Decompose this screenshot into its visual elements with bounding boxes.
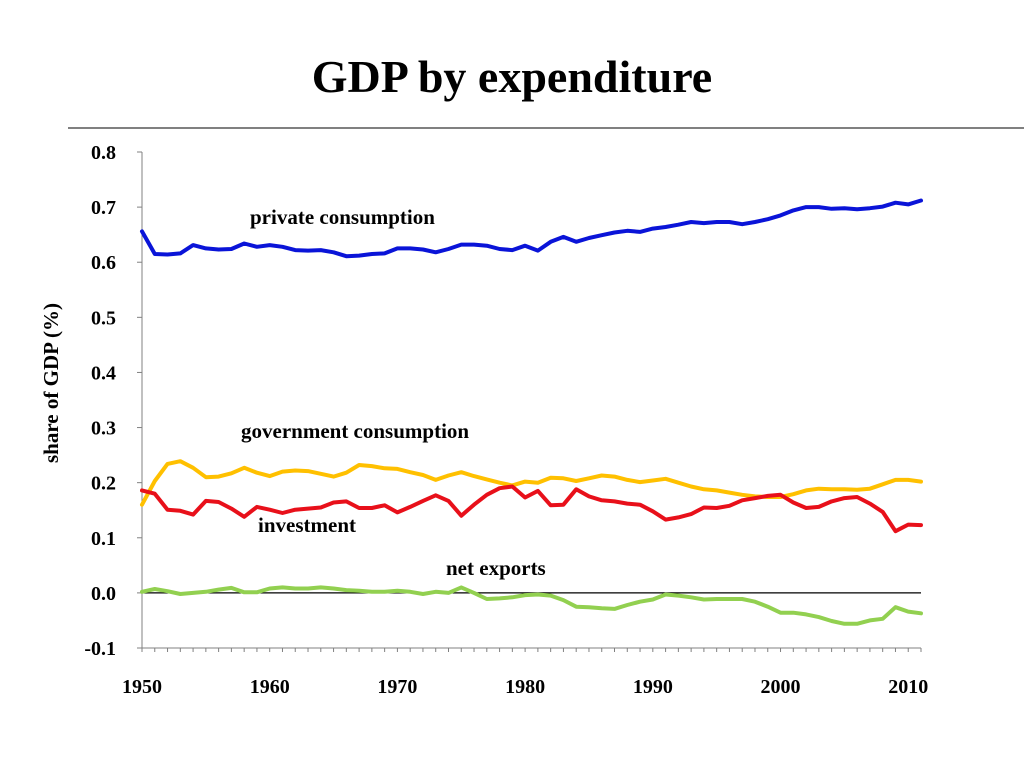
x-tick-label: 1980 [505, 676, 545, 698]
y-tick-label: 0.0 [91, 583, 116, 605]
series-line-government-consumption [140, 459, 923, 507]
y-tick-label: 0.3 [91, 418, 116, 440]
y-tick-label: 0.2 [91, 473, 116, 495]
y-tick-label: 0.1 [91, 528, 116, 550]
series-line-private-consumption [140, 198, 923, 259]
title-divider [68, 127, 1024, 129]
x-tick-label: 1960 [250, 676, 290, 698]
series-label-net-exports: net exports [446, 556, 546, 580]
tick-labels: 0.8 0.7 0.6 0.5 0.4 0.3 0.2 0.1 0.0 -0.1 1950 1960 1… [84, 142, 928, 698]
series-lines [140, 198, 923, 626]
x-tick-label: 1970 [377, 676, 417, 698]
y-tick-label: 0.7 [91, 197, 116, 219]
y-tick-label: 0.5 [91, 307, 116, 329]
series-label-investment: investment [258, 513, 356, 537]
x-tick-label: 1950 [122, 676, 162, 698]
x-tick-label: 1990 [633, 676, 673, 698]
x-tick-label: 2010 [888, 676, 928, 698]
series-line-net-exports [140, 585, 923, 626]
series-label-private-consumption: private consumption [250, 205, 435, 229]
series-line-investment [140, 484, 923, 534]
y-tick-label: -0.1 [84, 638, 116, 660]
chart-title: GDP by expenditure [311, 51, 713, 102]
series-labels: private consumption government consumpti… [241, 205, 546, 580]
x-tick-label: 2000 [761, 676, 801, 698]
y-tick-label: 0.6 [91, 252, 116, 274]
series-label-government-consumption: government consumption [241, 419, 469, 443]
y-tick-label: 0.8 [91, 142, 116, 164]
y-tick-label: 0.4 [91, 362, 116, 384]
y-axis-label: share of GDP (%) [39, 303, 63, 463]
